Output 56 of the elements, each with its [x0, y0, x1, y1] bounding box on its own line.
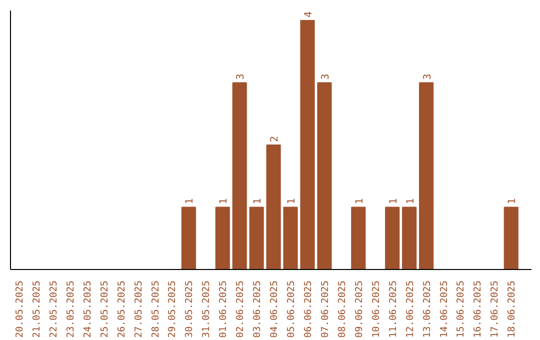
x-tick-label: 11.06.2025 [388, 280, 399, 338]
data-label: 3 [422, 74, 434, 80]
x-tick-label: 24.05.2025 [82, 280, 94, 338]
x-tick-label: 22.05.2025 [48, 280, 60, 338]
x-tick-label: 20.05.2025 [14, 280, 26, 338]
data-label: 2 [270, 136, 281, 142]
bar [317, 82, 332, 270]
bar [351, 206, 366, 270]
bar [418, 82, 434, 270]
bar [249, 206, 264, 270]
x-tick-label: 03.06.2025 [252, 280, 264, 338]
x-tick-label: 31.05.2025 [201, 280, 212, 338]
x-tick-label: 12.06.2025 [404, 280, 416, 338]
x-tick-label: 27.05.2025 [133, 280, 144, 338]
x-tick-label: 08.06.2025 [336, 280, 348, 338]
x-tick-label: 17.06.2025 [490, 280, 501, 338]
bar [402, 206, 417, 270]
x-tick-label: 13.06.2025 [422, 280, 433, 338]
x-tick-label: 21.05.2025 [31, 280, 42, 338]
x-tick-label: 30.05.2025 [184, 280, 196, 338]
x-tick-label: 16.06.2025 [472, 280, 484, 338]
bar [181, 206, 196, 270]
x-tick-label: 06.06.2025 [302, 280, 314, 338]
x-tick-label: 04.06.2025 [269, 280, 280, 338]
bar [504, 206, 518, 270]
data-label: 1 [184, 198, 196, 204]
x-tick-label: 26.05.2025 [116, 280, 128, 338]
data-label: 1 [507, 198, 518, 204]
x-tick-label: 18.06.2025 [506, 280, 518, 338]
data-label: 1 [388, 198, 400, 204]
data-label: 3 [236, 74, 247, 80]
x-tick-label: 14.06.2025 [438, 280, 450, 338]
x-tick-label: 29.05.2025 [167, 280, 178, 338]
bar [300, 20, 315, 270]
data-label: 1 [286, 198, 298, 204]
data-label: 1 [354, 198, 366, 204]
x-tick-label: 25.05.2025 [99, 280, 110, 338]
x-tick-label: 10.06.2025 [370, 280, 382, 338]
bar [283, 206, 298, 270]
x-tick-label: 01.06.2025 [218, 280, 230, 338]
x-tick-label: 23.05.2025 [65, 280, 76, 338]
data-label: 3 [320, 74, 332, 80]
bar [232, 82, 247, 270]
x-tick-label: 05.06.2025 [286, 280, 298, 338]
x-tick-label: 28.05.2025 [150, 280, 162, 338]
bar [385, 206, 400, 270]
data-label: 1 [405, 198, 416, 204]
x-tick-label: 09.06.2025 [354, 280, 365, 338]
data-label: 4 [303, 11, 314, 18]
data-label: 1 [218, 198, 230, 204]
x-tick-label: 02.06.2025 [235, 280, 246, 338]
bar [215, 206, 230, 270]
x-tick-label: 15.06.2025 [456, 280, 467, 338]
x-tick-label: 07.06.2025 [320, 280, 331, 338]
data-label: 1 [252, 198, 264, 204]
bar [266, 144, 281, 270]
